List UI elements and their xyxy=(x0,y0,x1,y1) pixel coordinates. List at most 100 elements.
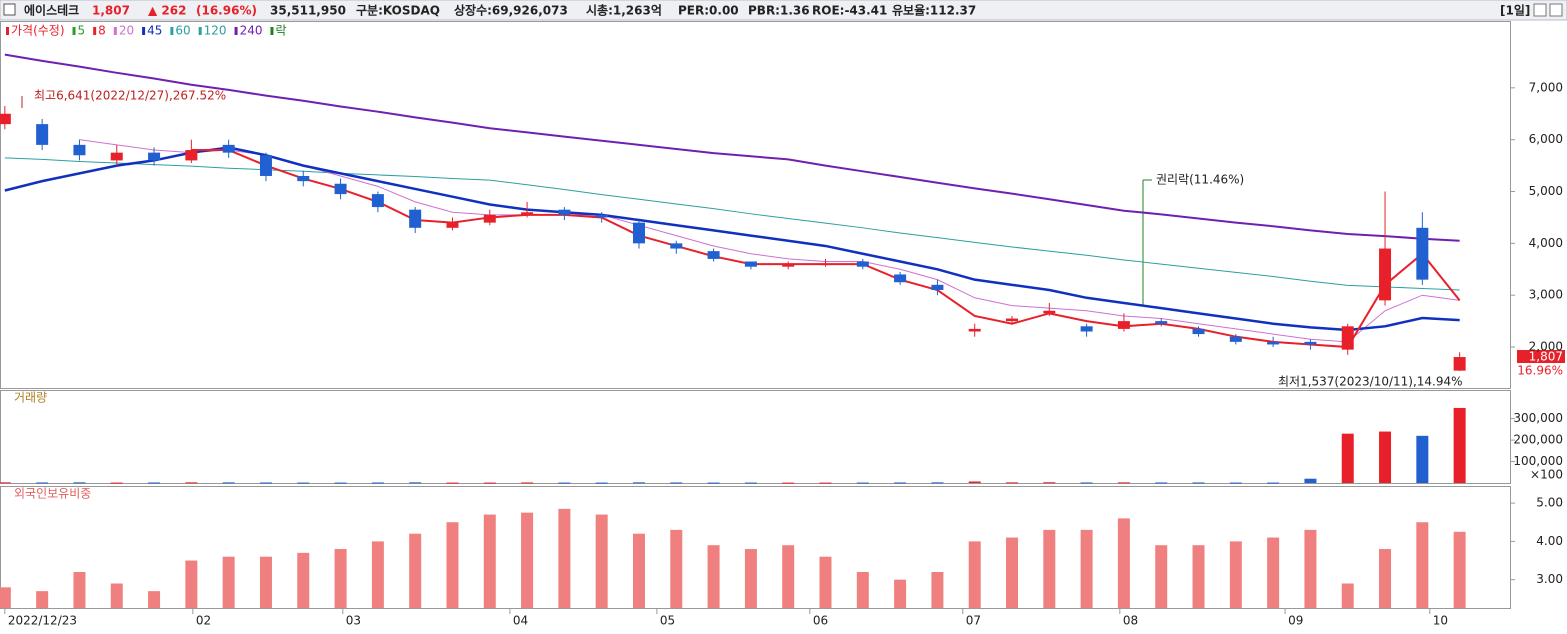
y-tick-label: 7,000 xyxy=(1529,80,1563,94)
market-cap: 시총:1,263억 xyxy=(586,3,662,18)
change: ▲ 262 xyxy=(148,4,186,18)
bar xyxy=(894,579,907,608)
per: PER:0.00 xyxy=(678,4,739,18)
bar xyxy=(1192,545,1205,608)
bar xyxy=(856,482,869,484)
bar xyxy=(222,556,235,608)
candle-body xyxy=(1304,341,1317,345)
legend-label: 5 xyxy=(78,24,86,38)
candle-body xyxy=(595,214,608,218)
candle-body xyxy=(968,328,981,332)
candle-body xyxy=(409,209,422,228)
bar xyxy=(1117,518,1130,608)
bar xyxy=(1267,537,1280,608)
bar xyxy=(1304,529,1317,608)
shares: 상장수:69,926,073 xyxy=(454,3,568,18)
bar xyxy=(73,572,86,608)
bar xyxy=(483,514,496,608)
roe: ROE:-43.41 xyxy=(812,4,887,18)
x-tick-label: 02 xyxy=(196,614,211,628)
legend-swatch xyxy=(270,27,274,35)
candle-body xyxy=(446,222,459,228)
bar xyxy=(334,482,347,484)
bar xyxy=(259,482,272,484)
y-tick-label: 300,000 xyxy=(1513,411,1563,425)
high-note: 최고6,641(2022/12/27),267.52% xyxy=(34,89,226,103)
y-tick-label: 4.00 xyxy=(1536,534,1563,548)
candle-body xyxy=(632,222,645,244)
bar xyxy=(744,482,757,484)
price: 1,807 xyxy=(92,4,130,18)
x-tick-label: 03 xyxy=(346,614,361,628)
y-tick-label: 5,000 xyxy=(1529,184,1563,198)
bar xyxy=(1341,583,1354,608)
x-tick-label: 06 xyxy=(813,614,828,628)
y-tick-label: 100,000 xyxy=(1513,454,1563,468)
bar xyxy=(73,482,86,484)
bar xyxy=(1080,482,1093,484)
period[interactable]: [1일] xyxy=(1500,4,1530,18)
candle-body xyxy=(558,209,571,215)
candle-body xyxy=(222,144,235,153)
bar xyxy=(968,481,981,483)
legend-swatch xyxy=(93,27,97,35)
ma-line xyxy=(191,149,1461,349)
bar xyxy=(670,529,683,608)
candle-body xyxy=(1453,357,1466,371)
legend-label: 45 xyxy=(147,24,162,38)
x-tick-label: 05 xyxy=(660,614,675,628)
bar xyxy=(595,514,608,608)
bar xyxy=(1416,522,1429,608)
foreign-title: 외국인보유비중 xyxy=(14,487,91,501)
change-pct: (16.96%) xyxy=(196,4,257,18)
y-tick-label: 4,000 xyxy=(1529,236,1563,250)
y-tick-label: 6,000 xyxy=(1529,132,1563,146)
ma-line xyxy=(4,157,1460,291)
checkbox[interactable] xyxy=(3,3,16,16)
bar xyxy=(1229,482,1242,484)
candle-body xyxy=(185,150,198,161)
bar xyxy=(0,482,11,484)
candle-body xyxy=(1155,321,1168,324)
bar xyxy=(558,482,571,484)
bar xyxy=(36,591,49,608)
candle-body xyxy=(259,155,272,176)
bar xyxy=(409,533,422,608)
bar xyxy=(334,549,347,608)
volume-panel xyxy=(0,390,1511,484)
candle-body xyxy=(521,212,534,215)
y-tick-label: 3,000 xyxy=(1529,288,1563,302)
legend-label: 240 xyxy=(240,24,263,38)
bar xyxy=(185,482,198,484)
stock-name: 에이스테크 xyxy=(24,3,79,18)
restore-button[interactable] xyxy=(1533,3,1547,17)
bar xyxy=(894,482,907,484)
candle-body xyxy=(371,194,384,208)
bar xyxy=(931,572,944,608)
x-tick-label: 2022/12/23 xyxy=(8,614,77,628)
bar xyxy=(521,512,534,608)
bar xyxy=(110,482,123,484)
close-button[interactable] xyxy=(1549,3,1563,17)
bar xyxy=(707,545,720,608)
bar xyxy=(446,482,459,484)
x-tick-label: 09 xyxy=(1288,614,1303,628)
bar xyxy=(110,583,123,608)
candle-body xyxy=(744,261,757,267)
x-tick-label: 07 xyxy=(966,614,981,628)
bar xyxy=(1416,435,1429,483)
bar xyxy=(1379,549,1392,608)
legend-swatch xyxy=(142,27,146,35)
bar xyxy=(1267,482,1280,484)
bar xyxy=(1006,482,1019,484)
candle-body xyxy=(1341,326,1354,350)
legend-swatch xyxy=(72,27,76,35)
legend-swatch xyxy=(234,27,238,35)
y-tick-label: 200,000 xyxy=(1513,433,1563,447)
bar xyxy=(1192,482,1205,484)
bar xyxy=(483,482,496,484)
x-tick-label: 08 xyxy=(1123,614,1138,628)
legend-swatch xyxy=(113,27,117,35)
volume: 35,511,950 xyxy=(270,4,346,18)
bar xyxy=(632,533,645,608)
